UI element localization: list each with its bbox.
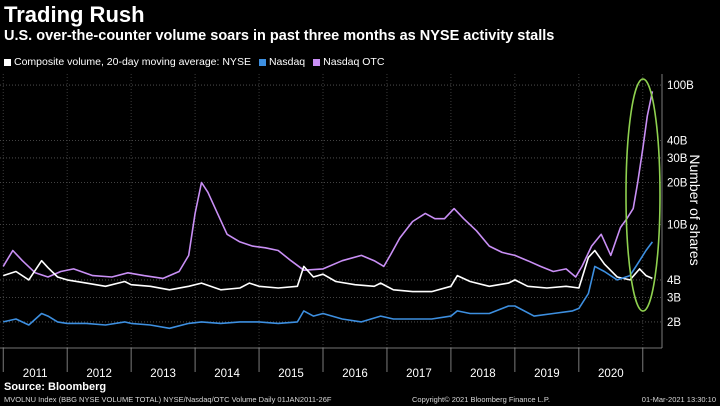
grid: [0, 74, 662, 348]
y-tick-label: 2B: [667, 317, 681, 329]
footer-timestamp: 01-Mar-2021 13:30:10: [641, 395, 716, 404]
series-line-nyse: [2, 249, 653, 293]
chart-subtitle: U.S. over-the-counter volume soars in pa…: [4, 28, 555, 44]
legend-item-nasdaq-otc: Nasdaq OTC: [313, 56, 384, 68]
highlight-ellipse: [625, 78, 661, 312]
legend-swatch-nasdaq: [258, 58, 266, 66]
y-tick-label: 3B: [667, 292, 681, 304]
x-tick-label: 2015: [278, 368, 304, 380]
x-tick-label: 2012: [86, 368, 112, 380]
y-tick-label: 30B: [667, 153, 688, 165]
legend-label-nyse: Composite volume, 20-day moving average:…: [14, 56, 251, 68]
series-lines: [2, 91, 654, 330]
y-tick-label: 40B: [667, 136, 688, 148]
x-tick-label: 2018: [470, 368, 496, 380]
series-line-nasdaq: [3, 241, 654, 330]
legend-label-nasdaq-otc: Nasdaq OTC: [323, 56, 385, 68]
x-tick-label: 2013: [150, 368, 176, 380]
series-line-nasdaq-otc: [2, 91, 654, 280]
x-axis: 2011 2012 2013 2014 2015 2016 2017 2018 2019 2020: [0, 347, 662, 380]
x-tick-label: 2020: [598, 368, 624, 380]
chart-title: Trading Rush: [4, 2, 145, 27]
x-tick-label: 2019: [534, 368, 560, 380]
footer-copyright: Copyright© 2021 Bloomberg Finance L.P.: [412, 395, 550, 404]
y-tick-label: 10B: [667, 219, 688, 231]
legend: Composite volume, 20-day moving average:…: [4, 56, 392, 68]
x-tick-label: 2017: [406, 368, 432, 380]
source-note: Source: Bloomberg: [4, 381, 107, 393]
legend-swatch-nasdaq-otc: [313, 58, 321, 66]
legend-label-nasdaq: Nasdaq: [268, 56, 306, 68]
x-tick-label: 2016: [342, 368, 368, 380]
x-tick-label: 2011: [23, 368, 48, 380]
y-tick-label: 4B: [667, 275, 681, 287]
legend-swatch-nyse: [4, 58, 11, 66]
y-tick-label: 100B: [667, 80, 694, 92]
x-tick-label: 2014: [214, 368, 240, 380]
y-tick-label: 20B: [667, 177, 688, 189]
legend-item-nyse: Composite volume, 20-day moving average:…: [4, 56, 251, 68]
footer-left: MVOLNU Index (BBG NYSE VOLUME TOTAL) NYS…: [4, 395, 332, 404]
legend-item-nasdaq: Nasdaq: [258, 56, 306, 68]
y-axis-label: Number of shares: [687, 154, 703, 265]
y-axis: 2B 3B 4B 10B 20B 30B 40B 100B: [661, 74, 694, 348]
